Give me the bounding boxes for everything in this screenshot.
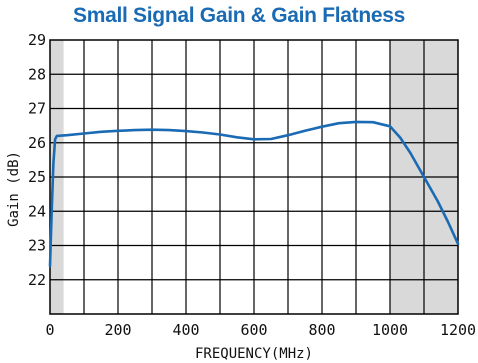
- plot-frame: [49, 39, 459, 315]
- plot-border: [49, 39, 459, 315]
- y-tick-label: 26: [28, 134, 46, 152]
- x-tick-label: 200: [104, 321, 131, 339]
- grid-lines: [50, 40, 458, 314]
- x-tick-label: 400: [172, 321, 199, 339]
- y-tick-label: 23: [28, 237, 46, 255]
- y-tick-label: 27: [28, 100, 46, 118]
- y-tick-label: 28: [28, 65, 46, 83]
- chart-title: Small Signal Gain & Gain Flatness: [72, 4, 406, 27]
- y-tick-labels: 22 23 24 25 26 27 28 29: [28, 31, 46, 289]
- series-lines: [48, 120, 460, 268]
- x-tick-label: 0: [45, 321, 54, 339]
- y-tick-label: 29: [28, 31, 46, 49]
- y-tick-label: 24: [28, 202, 46, 220]
- y-tick-label: 25: [28, 168, 46, 186]
- x-tick-label: 800: [308, 321, 335, 339]
- x-tick-labels: 0 200 400 600 800 1000 1200: [45, 321, 476, 339]
- y-axis-label: Gain (dB): [6, 151, 22, 227]
- x-tick-label: 1200: [440, 321, 476, 339]
- y-tick-label: 22: [28, 271, 46, 289]
- x-tick-label: 1000: [372, 321, 408, 339]
- x-axis-label: FREQUENCY(MHz): [195, 346, 313, 362]
- x-tick-label: 600: [240, 321, 267, 339]
- gain-series-line-0: [48, 120, 460, 268]
